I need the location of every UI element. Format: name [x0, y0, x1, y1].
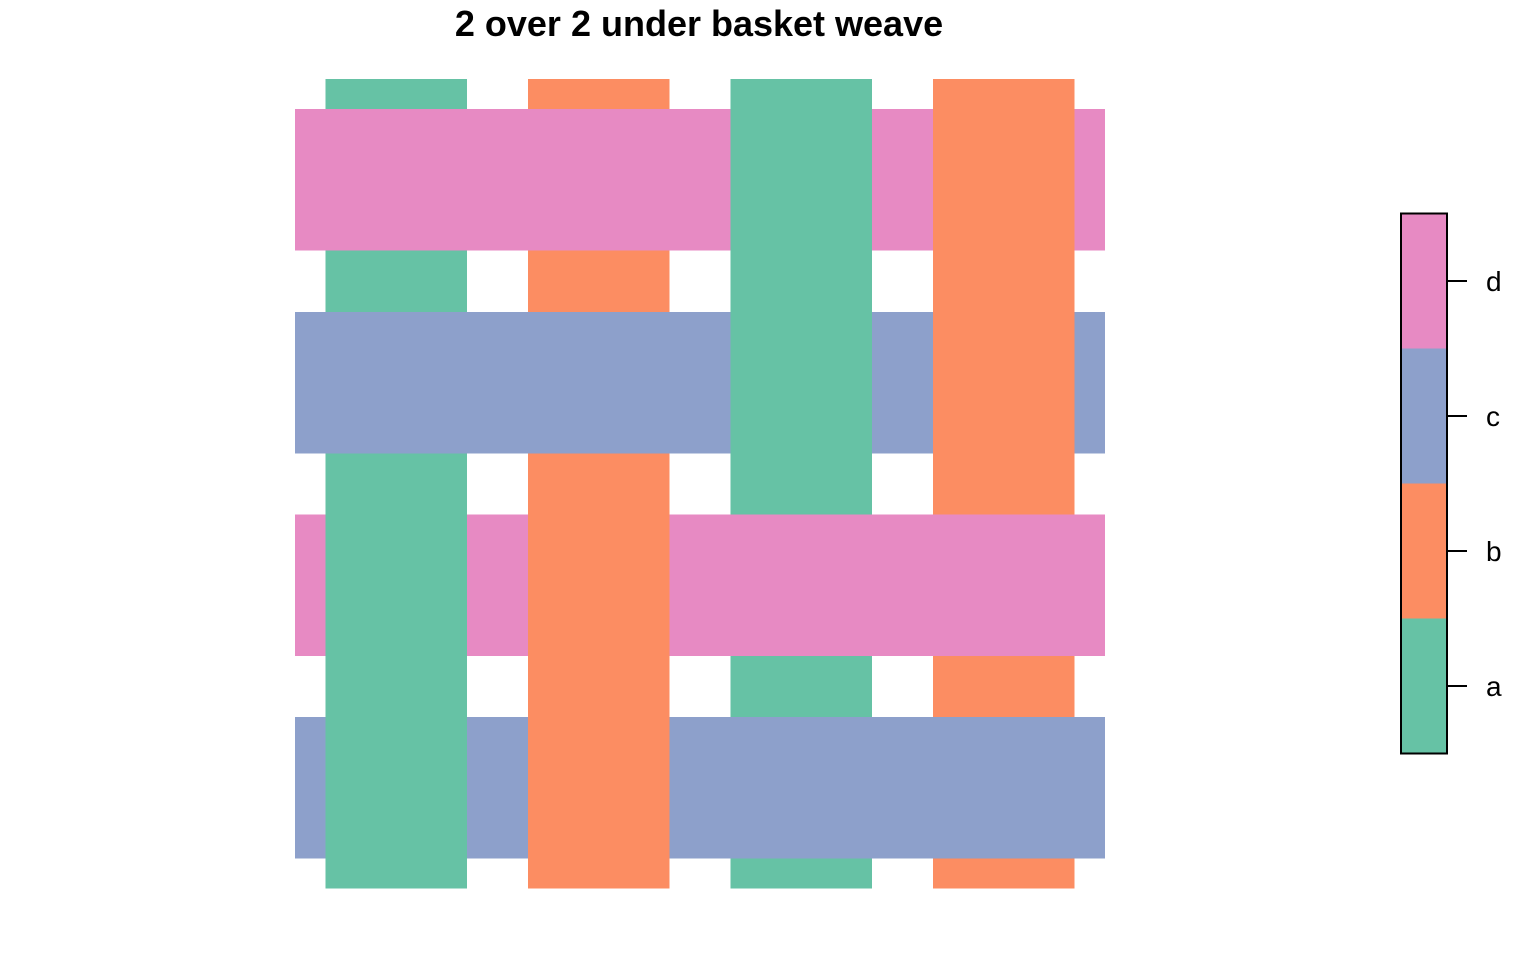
legend-label-a: a	[1486, 671, 1502, 702]
warp-over-crossing-3-2	[528, 514, 670, 656]
warp-over-crossing-1-3	[730, 109, 872, 251]
warp-over-crossing-2-4	[933, 312, 1075, 454]
warp-over-crossing-2-3	[730, 312, 872, 454]
weave-plot	[295, 79, 1105, 889]
warp-over-crossing-4-2	[528, 717, 670, 859]
legend-swatch-c	[1401, 348, 1447, 484]
warp-over-crossing-4-1	[325, 717, 467, 859]
color-legend: a b c d	[1400, 212, 1502, 755]
legend-border	[1400, 212, 1448, 755]
warp-over-crossing-3-1	[325, 514, 467, 656]
legend-label-d: d	[1486, 266, 1502, 297]
legend-swatch-a	[1401, 618, 1447, 754]
legend-label-b: b	[1486, 536, 1502, 567]
legend-swatch-b	[1401, 483, 1447, 619]
legend-swatch-d	[1401, 213, 1447, 349]
legend-label-c: c	[1486, 401, 1500, 432]
warp-over-crossing-1-4	[933, 109, 1075, 251]
figure-title: 2 over 2 under basket weave	[455, 3, 943, 44]
